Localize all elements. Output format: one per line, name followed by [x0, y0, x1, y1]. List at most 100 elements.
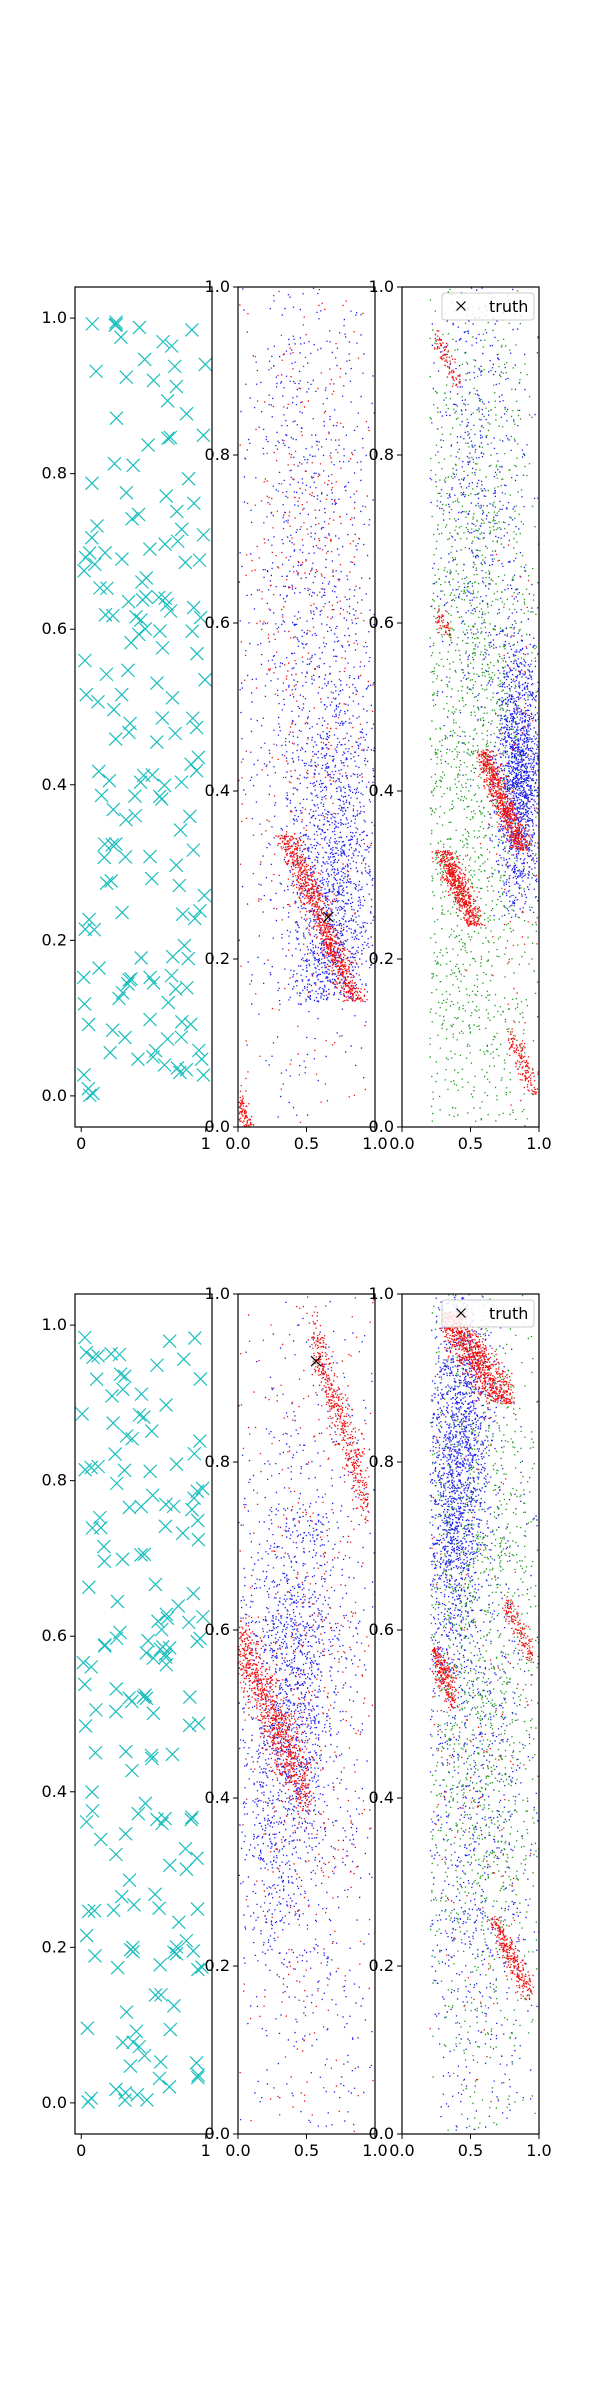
sample-marker [155, 711, 170, 726]
sample-marker [185, 1810, 199, 1825]
sample-marker [196, 428, 211, 443]
sample-marker [79, 1814, 94, 1829]
axes-frame [74, 286, 213, 1128]
series-red-points [238, 1613, 315, 1815]
sample-marker [138, 1796, 153, 1811]
series-red-points [307, 1306, 370, 1524]
legend-box [441, 1299, 535, 1328]
sample-marker [85, 476, 99, 491]
sample-marker [162, 1334, 177, 1349]
y-tick-label: 0.2 [205, 1956, 230, 1975]
sample-marker [122, 725, 136, 740]
sample-marker [146, 976, 161, 990]
sample-marker [189, 720, 204, 735]
sample-marker [187, 1446, 202, 1461]
sample-marker [108, 1704, 123, 1719]
sample-marker [160, 1032, 175, 1046]
sample-marker [195, 1960, 209, 1975]
sample-marker [133, 775, 148, 790]
sample-marker [154, 1987, 168, 2002]
sample-marker [196, 527, 211, 542]
sample-marker [152, 1901, 167, 1916]
sample-marker [159, 1657, 174, 1672]
sample-marker [76, 970, 91, 985]
sample-marker [135, 592, 150, 607]
sample-marker [143, 1012, 157, 1027]
sample-marker [158, 537, 172, 552]
sample-marker [122, 1500, 137, 1515]
sample-marker [93, 580, 107, 595]
sample-marker [137, 352, 152, 367]
sample-marker [104, 1346, 119, 1361]
x-tick-label: 0.5 [294, 2141, 319, 2160]
sample-marker [158, 1519, 173, 1534]
sample-marker [185, 624, 200, 639]
y-tick-label: 0.8 [369, 1452, 394, 1471]
sample-marker [114, 330, 128, 345]
sample-marker [84, 1659, 99, 1674]
y-tick-label: 0.0 [42, 2093, 67, 2112]
sample-marker [195, 1481, 210, 1496]
series-blue-points [238, 1300, 375, 2127]
sample-marker [196, 1068, 211, 1082]
x-tick-label: 0.5 [458, 2141, 483, 2160]
sample-marker [79, 687, 94, 702]
sample-marker [134, 1499, 149, 1514]
sample-marker [77, 653, 92, 668]
sample-marker [163, 430, 178, 445]
sample-marker [139, 2092, 154, 2107]
legend-label: truth [489, 297, 528, 316]
sample-marker [181, 471, 196, 486]
sample-marker [109, 411, 124, 426]
sample-marker [82, 912, 97, 927]
sample-marker [96, 1539, 111, 1554]
y-tick-label: 0.2 [369, 949, 394, 968]
chart-panel-r1-middle: 0.0 0.2 0.4 0.6 0.8 1.0 0.0 0.5 1.0 [205, 277, 388, 1153]
sample-marker [143, 1464, 158, 1479]
sample-marker [138, 1688, 153, 1703]
sample-marker [174, 1014, 189, 1029]
y-tick-label: 0.2 [205, 949, 230, 968]
sample-marker [178, 555, 193, 570]
sample-marker [144, 1424, 159, 1439]
sample-marker [109, 1476, 124, 1491]
sample-marker [115, 2035, 130, 2050]
y-tick-label: 1.0 [205, 1284, 230, 1303]
sample-marker [88, 1949, 102, 1963]
sample-marker [115, 985, 130, 1000]
sample-marker [187, 911, 202, 926]
sample-marker [99, 667, 114, 682]
sample-marker [94, 788, 109, 803]
sample-marker [76, 1655, 91, 1670]
sample-marker [151, 1614, 165, 1629]
sample-marker [181, 951, 196, 966]
series-blue-points [429, 287, 539, 787]
sample-marker [136, 1410, 151, 1425]
sample-marker [126, 2035, 141, 2050]
sample-marker [159, 1607, 174, 1622]
sample-marker [179, 1862, 194, 1877]
sample-marker [157, 778, 172, 793]
sample-marker [198, 357, 212, 372]
sample-marker [114, 1889, 129, 1904]
plot-area [429, 287, 539, 1127]
sample-marker [173, 823, 188, 837]
sample-marker [77, 996, 92, 1011]
sample-marker [75, 1407, 90, 1421]
sample-marker [160, 1611, 175, 1626]
series-blue-points [238, 1507, 348, 1966]
sample-marker [192, 1434, 207, 1448]
sample-marker [171, 1598, 186, 1613]
sample-marker [153, 1957, 168, 1972]
sample-marker [192, 553, 207, 568]
sample-marker [190, 2070, 205, 2085]
sample-marker [164, 968, 179, 983]
legend: truth [441, 1299, 535, 1328]
sample-marker [187, 1491, 202, 1506]
sample-marker [91, 764, 106, 779]
sample-marker [123, 716, 138, 731]
sample-marker [146, 1706, 161, 1721]
y-tick-label: 1.0 [369, 277, 394, 296]
sample-marker [146, 1651, 161, 1666]
